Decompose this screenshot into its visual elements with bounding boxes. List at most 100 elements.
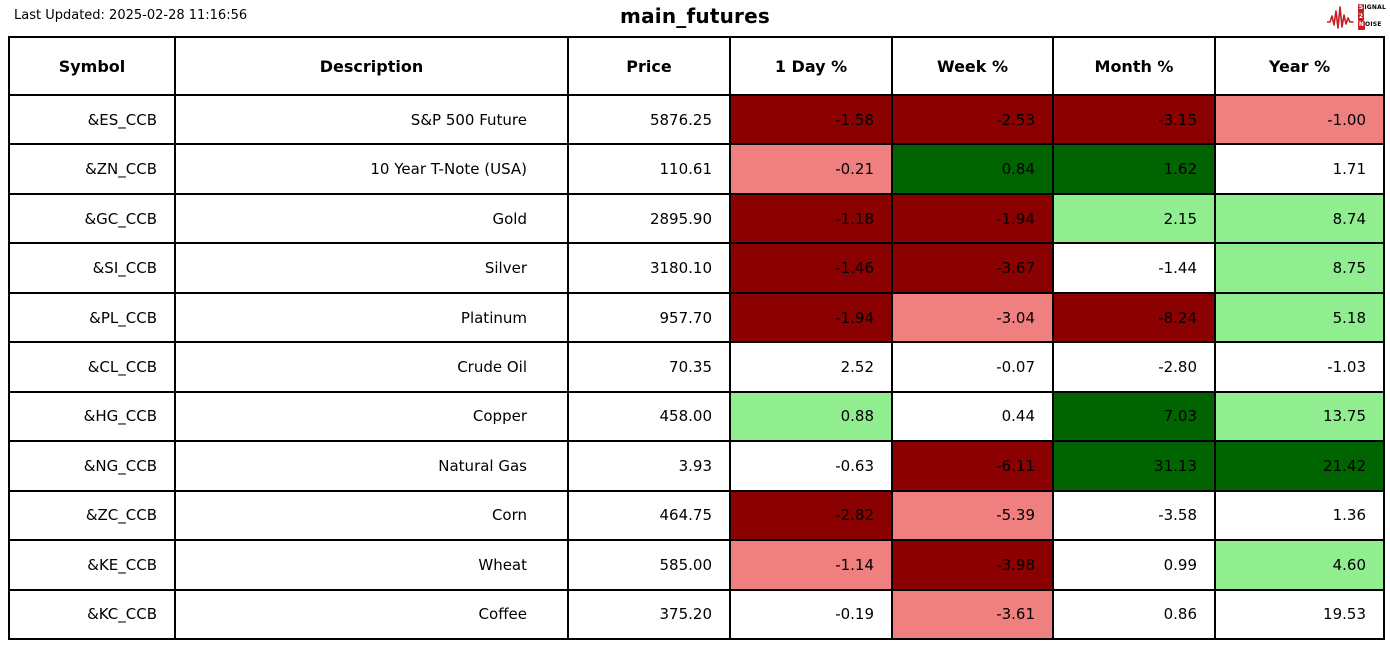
table-row: &KE_CCB Wheat 585.00 -1.14 -3.98 0.99 4.60 <box>8 539 1385 591</box>
day-change-cell: -0.63 <box>729 440 893 492</box>
description-cell: Crude Oil <box>174 341 569 393</box>
week-change-cell: -3.67 <box>891 242 1054 294</box>
day-change-cell: 2.52 <box>729 341 893 393</box>
price-cell: 3.93 <box>567 440 731 492</box>
day-change-cell: -0.19 <box>729 588 893 641</box>
month-change-cell: 1.62 <box>1052 143 1216 195</box>
waveform-icon <box>1326 3 1357 31</box>
day-change-cell: -1.18 <box>729 192 893 245</box>
description-cell: Silver <box>174 242 569 294</box>
symbol-cell: &ZC_CCB <box>8 489 176 542</box>
day-change-cell: -0.21 <box>729 143 893 195</box>
column-header-1day: 1 Day % <box>729 36 893 96</box>
year-change-cell: 1.36 <box>1214 489 1385 542</box>
description-cell: Platinum <box>174 291 569 344</box>
year-change-cell: 5.18 <box>1214 291 1385 344</box>
day-change-cell: -1.58 <box>729 93 893 146</box>
table-row: &SI_CCB Silver 3180.10 -1.46 -3.67 -1.44 8.75 <box>8 242 1385 294</box>
description-cell: Coffee <box>174 588 569 641</box>
month-change-cell: 0.99 <box>1052 539 1216 591</box>
column-header-price: Price <box>567 36 731 96</box>
symbol-cell: &CL_CCB <box>8 341 176 393</box>
week-change-cell: 0.84 <box>891 143 1054 195</box>
year-change-cell: 8.75 <box>1214 242 1385 294</box>
table-header: Symbol Description Price 1 Day % Week % … <box>8 36 1385 96</box>
price-cell: 5876.25 <box>567 93 731 146</box>
month-change-cell: -8.24 <box>1052 291 1216 344</box>
symbol-cell: &HG_CCB <box>8 390 176 443</box>
week-change-cell: -1.94 <box>891 192 1054 245</box>
year-change-cell: 19.53 <box>1214 588 1385 641</box>
description-cell: Natural Gas <box>174 440 569 492</box>
symbol-cell: &SI_CCB <box>8 242 176 294</box>
table-row: &ZC_CCB Corn 464.75 -2.82 -5.39 -3.58 1.36 <box>8 489 1385 542</box>
year-change-cell: -1.00 <box>1214 93 1385 146</box>
column-header-symbol: Symbol <box>8 36 176 96</box>
month-change-cell: -2.80 <box>1052 341 1216 393</box>
price-cell: 464.75 <box>567 489 731 542</box>
year-change-cell: 13.75 <box>1214 390 1385 443</box>
week-change-cell: -6.11 <box>891 440 1054 492</box>
symbol-cell: &KE_CCB <box>8 539 176 591</box>
year-change-cell: 8.74 <box>1214 192 1385 245</box>
week-change-cell: -0.07 <box>891 341 1054 393</box>
table-row: &KC_CCB Coffee 375.20 -0.19 -3.61 0.86 19.53 <box>8 588 1385 641</box>
month-change-cell: 0.86 <box>1052 588 1216 641</box>
symbol-cell: &NG_CCB <box>8 440 176 492</box>
description-cell: Gold <box>174 192 569 245</box>
futures-table-body: &ES_CCB S&P 500 Future 5876.25 -1.58 -2.53 -3… <box>8 93 1385 641</box>
year-change-cell: 21.42 <box>1214 440 1385 492</box>
week-change-cell: -3.98 <box>891 539 1054 591</box>
symbol-cell: &ZN_CCB <box>8 143 176 195</box>
price-cell: 3180.10 <box>567 242 731 294</box>
symbol-cell: &KC_CCB <box>8 588 176 641</box>
table-row: &NG_CCB Natural Gas 3.93 -0.63 -6.11 31.13 21.… <box>8 440 1385 492</box>
description-cell: S&P 500 Future <box>174 93 569 146</box>
logo-letter-2: 2 <box>1357 12 1365 22</box>
table-row: &HG_CCB Copper 458.00 0.88 0.44 7.03 13.75 <box>8 390 1385 443</box>
month-change-cell: 31.13 <box>1052 440 1216 492</box>
futures-table: Symbol Description Price 1 Day % Week % … <box>8 36 1385 641</box>
day-change-cell: -1.94 <box>729 291 893 344</box>
last-updated-timestamp: Last Updated: 2025-02-28 11:16:56 <box>14 8 248 23</box>
price-cell: 375.20 <box>567 588 731 641</box>
week-change-cell: -3.04 <box>891 291 1054 344</box>
price-cell: 458.00 <box>567 390 731 443</box>
description-cell: Corn <box>174 489 569 542</box>
year-change-cell: -1.03 <box>1214 341 1385 393</box>
description-cell: Copper <box>174 390 569 443</box>
month-change-cell: -3.15 <box>1052 93 1216 146</box>
table-row: &GC_CCB Gold 2895.90 -1.18 -1.94 2.15 8.74 <box>8 192 1385 245</box>
description-cell: Wheat <box>174 539 569 591</box>
logo-letter-n: N <box>1357 21 1366 30</box>
week-change-cell: -2.53 <box>891 93 1054 146</box>
month-change-cell: -3.58 <box>1052 489 1216 542</box>
day-change-cell: -1.46 <box>729 242 893 294</box>
column-header-year: Year % <box>1214 36 1385 96</box>
table-row: &ZN_CCB 10 Year T-Note (USA) 110.61 -0.21 0.… <box>8 143 1385 195</box>
day-change-cell: -1.14 <box>729 539 893 591</box>
day-change-cell: -2.82 <box>729 489 893 542</box>
signal2noise-logo: SIGNAL 2 NOISE <box>1326 3 1386 31</box>
price-cell: 2895.90 <box>567 192 731 245</box>
month-change-cell: 7.03 <box>1052 390 1216 443</box>
table-row: &CL_CCB Crude Oil 70.35 2.52 -0.07 -2.80 -1.03 <box>8 341 1385 393</box>
price-cell: 585.00 <box>567 539 731 591</box>
week-change-cell: -3.61 <box>891 588 1054 641</box>
page-title: main_futures <box>620 4 770 28</box>
month-change-cell: -1.44 <box>1052 242 1216 294</box>
price-cell: 957.70 <box>567 291 731 344</box>
logo-text: SIGNAL 2 NOISE <box>1357 4 1386 30</box>
table-row: &ES_CCB S&P 500 Future 5876.25 -1.58 -2.53 -3… <box>8 93 1385 146</box>
logo-letter-s: S <box>1357 4 1365 13</box>
price-cell: 70.35 <box>567 341 731 393</box>
column-header-week: Week % <box>891 36 1054 96</box>
description-cell: 10 Year T-Note (USA) <box>174 143 569 195</box>
week-change-cell: -5.39 <box>891 489 1054 542</box>
symbol-cell: &GC_CCB <box>8 192 176 245</box>
symbol-cell: &PL_CCB <box>8 291 176 344</box>
year-change-cell: 4.60 <box>1214 539 1385 591</box>
month-change-cell: 2.15 <box>1052 192 1216 245</box>
column-header-month: Month % <box>1052 36 1216 96</box>
table-row: &PL_CCB Platinum 957.70 -1.94 -3.04 -8.24 5.18 <box>8 291 1385 344</box>
